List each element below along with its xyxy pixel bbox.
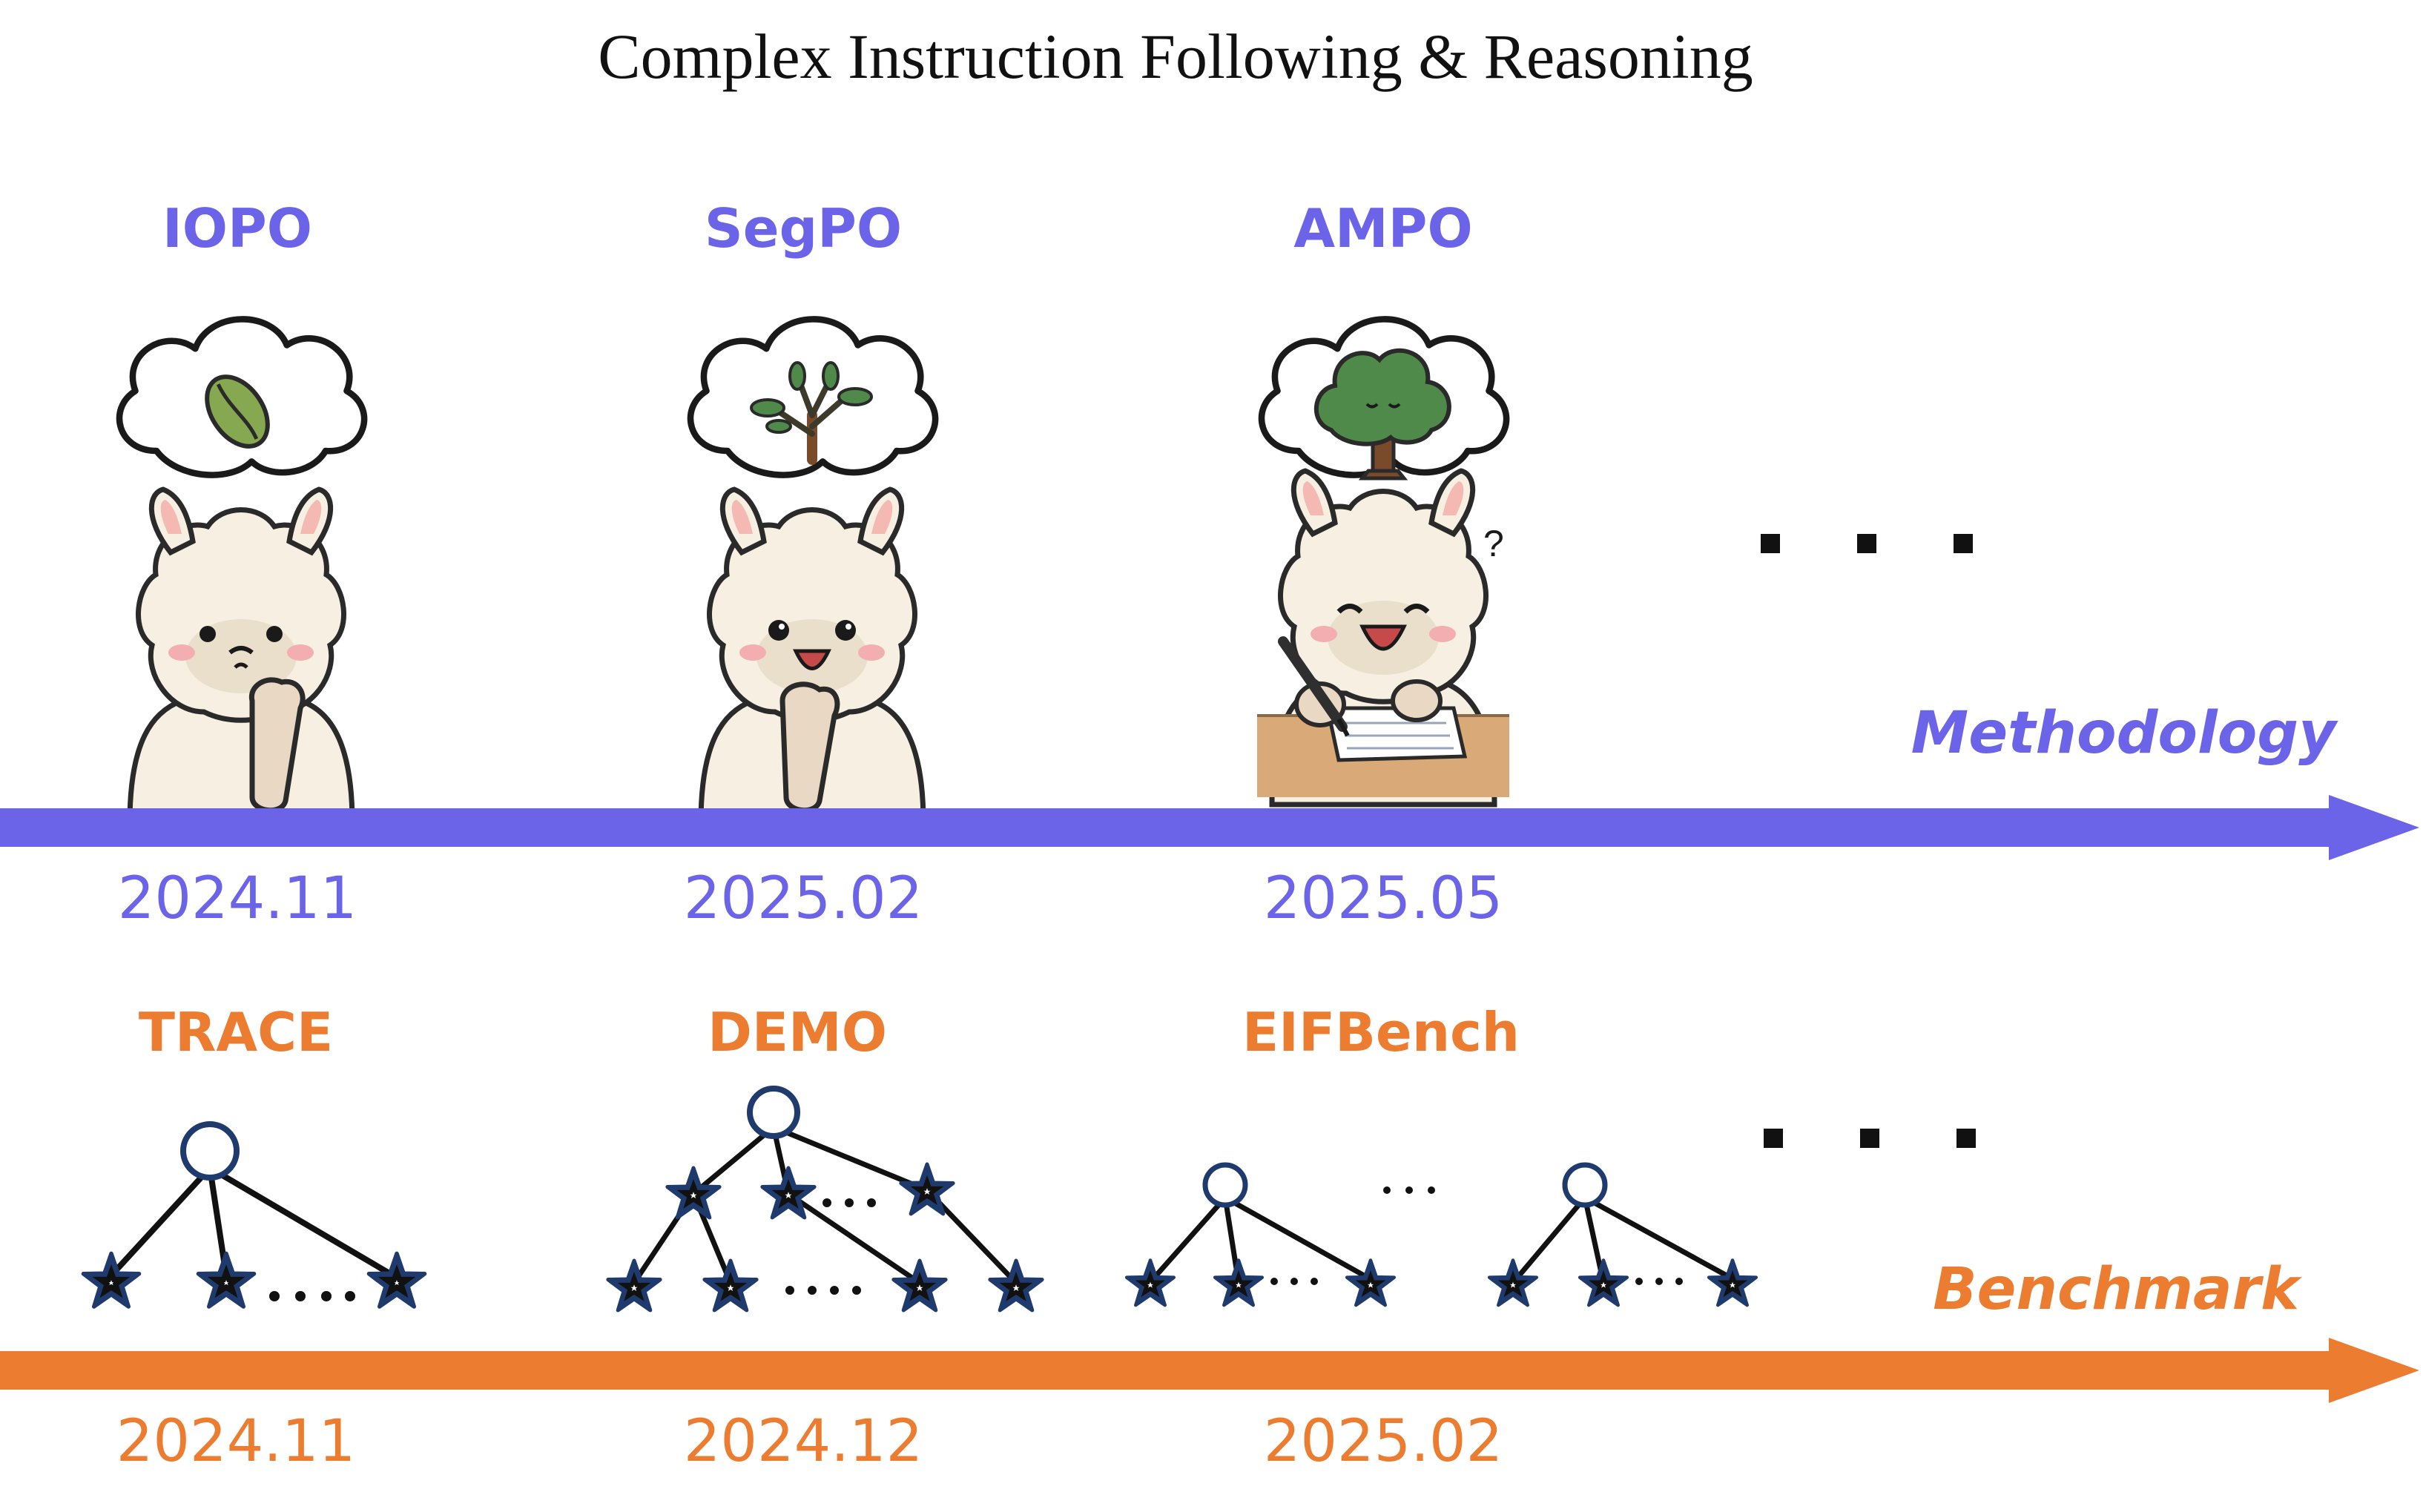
methodology-more-indicator (1761, 534, 1973, 553)
method-label-iopo: IOPO (162, 197, 312, 260)
bench-date-eifbench: 2025.02 (1264, 1408, 1503, 1475)
svg-text:?: ? (1483, 523, 1504, 564)
methodology-axis-label: Methodology (1911, 700, 2339, 767)
bench-date-trace: 2024.11 (116, 1408, 356, 1475)
method-date-iopo: 2024.11 (118, 865, 357, 932)
tree-two-levels-icon (608, 1086, 1042, 1310)
multi-tree-forest-icon (1127, 1162, 1756, 1305)
methodology-row: IOPO SegPO AMPO (0, 197, 2419, 932)
methodology-arrow (0, 795, 2419, 860)
diagram-title: Complex Instruction Following & Reasonin… (598, 21, 1753, 92)
bench-label-demo: DEMO (708, 1001, 887, 1063)
thinking-alpaca-leaf-icon (119, 319, 364, 823)
method-label-segpo: SegPO (705, 197, 902, 260)
method-date-segpo: 2025.02 (684, 865, 923, 932)
bench-date-demo: 2024.12 (684, 1408, 923, 1475)
benchmark-arrow (0, 1338, 2419, 1403)
bench-label-eifbench: EIFBench (1242, 1001, 1520, 1063)
benchmark-more-indicator (1764, 1129, 1976, 1148)
benchmark-axis-label: Benchmark (1933, 1256, 2302, 1323)
method-date-ampo: 2025.05 (1264, 865, 1503, 932)
smiling-alpaca-sprout-icon (690, 319, 935, 823)
benchmark-row: TRACE DEMO EIFBench (0, 1001, 2419, 1475)
method-label-ampo: AMPO (1293, 197, 1472, 260)
bench-label-trace: TRACE (139, 1001, 333, 1063)
tree-one-level-icon (83, 1121, 424, 1307)
writing-alpaca-tree-icon: ? (1257, 319, 1509, 805)
